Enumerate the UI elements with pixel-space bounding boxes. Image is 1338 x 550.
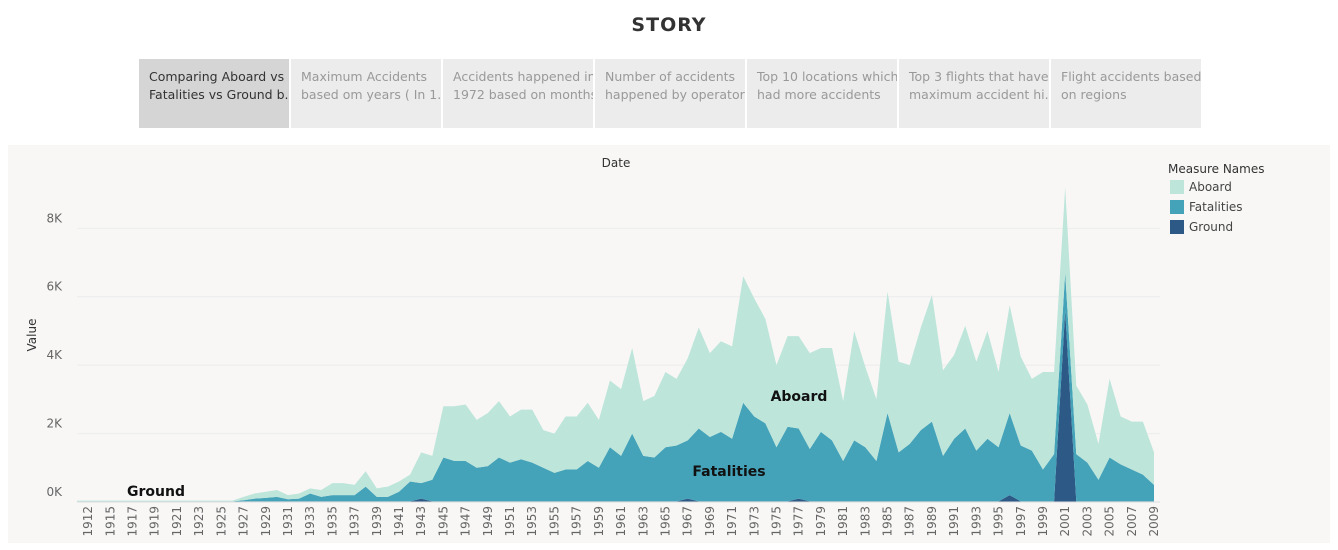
area-fatalities [77, 272, 1154, 502]
x-tick-label: 1961 [614, 506, 628, 537]
x-tick-label: 1965 [658, 506, 672, 537]
tab-label: 1972 based on months [453, 87, 593, 102]
x-tick-label: 1937 [348, 506, 362, 537]
x-tick-label: 1935 [325, 506, 339, 537]
x-tick-label: 1977 [792, 506, 806, 537]
y-tick-label: 4K [46, 348, 63, 362]
story-tab[interactable]: Top 3 flights that have maximum accident … [899, 59, 1049, 128]
tab-label: had more accidents [757, 87, 881, 102]
story-tab[interactable]: Flight accidents based on regions [1051, 59, 1201, 128]
x-tick-label: 1915 [103, 506, 117, 537]
x-tick-label: 1927 [237, 506, 251, 537]
tab-label: Maximum Accidents [301, 69, 428, 84]
x-tick-label: 1975 [769, 506, 783, 537]
y-tick-label: 6K [46, 280, 63, 294]
x-tick-label: 1923 [192, 506, 206, 537]
x-tick-label: 1993 [969, 506, 983, 537]
x-tick-label: 1947 [459, 506, 473, 537]
x-tick-label: 1981 [836, 506, 850, 537]
annotation: Ground [127, 484, 185, 500]
tab-label: Comparing Aboard vs [149, 69, 285, 84]
legend-label: Ground [1189, 220, 1233, 234]
x-tick-label: 1979 [814, 506, 828, 537]
x-tick-label: 1921 [170, 506, 184, 537]
story-tab[interactable]: Top 10 locations which had more accidents [747, 59, 897, 128]
x-tick-label: 1957 [570, 506, 584, 537]
x-tick-label: 1955 [547, 506, 561, 537]
tab-label: maximum accident hi.. [909, 87, 1049, 102]
tab-label: Number of accidents [605, 69, 736, 84]
tab-label: Top 10 locations which [757, 69, 897, 84]
tab-label: happened by operators [605, 87, 745, 102]
x-tick-label: 1931 [281, 506, 295, 537]
area-aboard [77, 187, 1154, 502]
x-tick-label: 1929 [259, 506, 273, 537]
story-title: STORY [631, 14, 707, 36]
x-tick-label: 1991 [947, 506, 961, 537]
x-tick-label: 1987 [903, 506, 917, 537]
x-axis-title: Date [602, 156, 631, 170]
tab-label: on regions [1061, 87, 1127, 102]
x-tick-label: 1973 [747, 506, 761, 537]
x-tick-label: 1999 [1036, 506, 1050, 537]
annotation: Aboard [771, 389, 828, 405]
x-tick-label: 1989 [925, 506, 939, 537]
x-tick-label: 1949 [481, 506, 495, 537]
x-tick-label: 1997 [1014, 506, 1028, 537]
legend-swatch [1170, 220, 1184, 234]
x-tick-label: 2005 [1103, 506, 1117, 537]
x-tick-label: 2007 [1125, 506, 1139, 537]
tab-label: Flight accidents based [1061, 69, 1201, 84]
x-tick-label: 1983 [858, 506, 872, 537]
story-tab[interactable]: Accidents happened in 1972 based on month… [443, 59, 593, 128]
legend-title: Measure Names [1168, 162, 1264, 176]
tab-label: Accidents happened in [453, 69, 593, 84]
x-tick-label: 1951 [503, 506, 517, 537]
legend-label: Aboard [1189, 180, 1232, 194]
annotation: Fatalities [692, 464, 765, 480]
x-tick-label: 1953 [525, 506, 539, 537]
x-tick-label: 1969 [703, 506, 717, 537]
x-tick-label: 1941 [392, 506, 406, 537]
tab-label: Top 3 flights that have [909, 69, 1049, 84]
x-tick-label: 1945 [436, 506, 450, 537]
x-tick-label: 2003 [1080, 506, 1094, 537]
story-tab[interactable]: Maximum Accidents based om years ( In 1.. [291, 59, 441, 128]
x-tick-label: 1995 [992, 506, 1006, 537]
x-tick-label: 1967 [681, 506, 695, 537]
story-tabs: Comparing Aboard vs Fatalities vs Ground … [139, 59, 1203, 128]
legend-swatch [1170, 180, 1184, 194]
x-tick-label: 1943 [414, 506, 428, 537]
story-tab[interactable]: Comparing Aboard vs Fatalities vs Ground … [139, 59, 289, 128]
x-tick-label: 1985 [881, 506, 895, 537]
legend-label: Fatalities [1189, 200, 1243, 214]
y-tick-label: 2K [46, 417, 63, 431]
y-axis-title: Value [25, 319, 39, 352]
x-tick-label: 1917 [126, 506, 140, 537]
y-tick-label: 8K [46, 211, 63, 225]
y-tick-label: 0K [46, 485, 63, 499]
x-tick-label: 1919 [148, 506, 162, 537]
x-tick-label: 1971 [725, 506, 739, 537]
x-tick-label: 1925 [214, 506, 228, 537]
x-tick-label: 1959 [592, 506, 606, 537]
x-tick-label: 2009 [1147, 506, 1161, 537]
x-tick-label: 2001 [1058, 506, 1072, 537]
x-tick-label: 1963 [636, 506, 650, 537]
x-tick-label: 1912 [81, 506, 95, 537]
tab-label: Fatalities vs Ground b.. [149, 87, 289, 102]
legend-swatch [1170, 200, 1184, 214]
tab-label: based om years ( In 1.. [301, 87, 441, 102]
x-tick-label: 1939 [370, 506, 384, 537]
story-tab[interactable]: Number of accidents happened by operators [595, 59, 745, 128]
x-tick-label: 1933 [303, 506, 317, 537]
